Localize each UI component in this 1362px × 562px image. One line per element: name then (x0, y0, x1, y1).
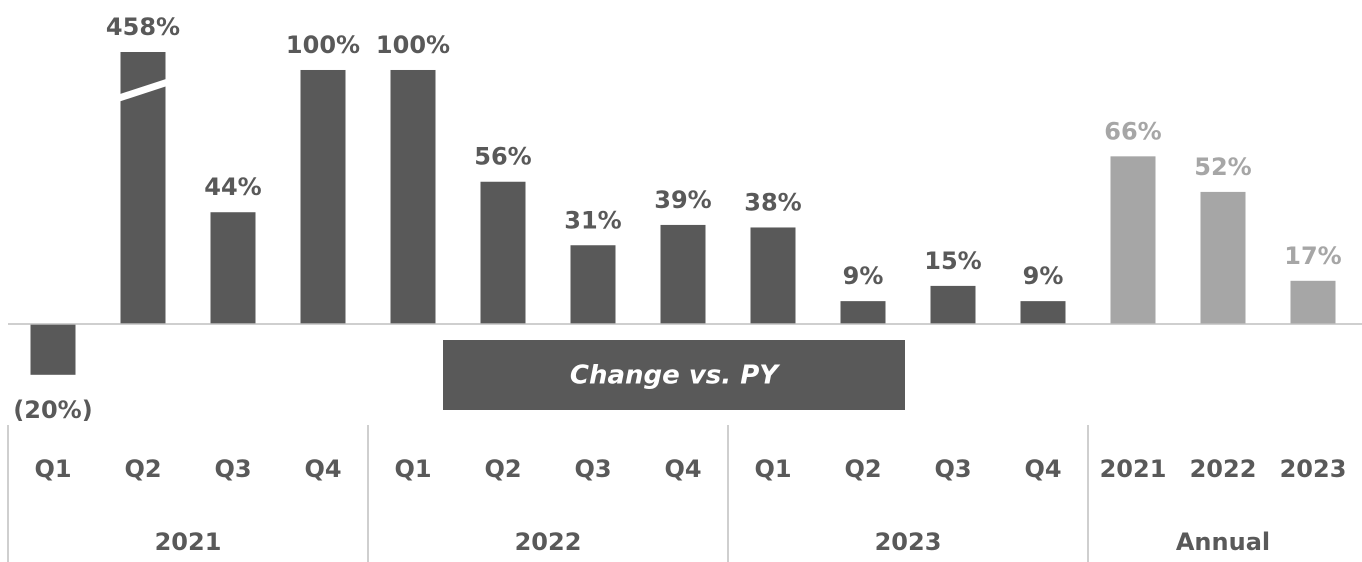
data-label: 56% (474, 143, 531, 171)
x-tick-label: Q4 (1024, 455, 1061, 483)
data-label: (20%) (13, 396, 92, 424)
data-label: 15% (924, 247, 981, 275)
x-tick-label: Q4 (664, 455, 701, 483)
data-label: 31% (564, 206, 621, 234)
bar (300, 69, 346, 324)
x-tick-label: Q3 (574, 455, 611, 483)
data-label: 17% (1284, 242, 1341, 270)
bar (390, 69, 436, 324)
bar (660, 224, 706, 324)
bar (840, 301, 886, 324)
x-tick-label: Q1 (754, 455, 791, 483)
data-label: 44% (204, 173, 261, 201)
bar (750, 227, 796, 324)
x-tick-label: 2023 (1280, 455, 1347, 483)
data-label: 52% (1194, 153, 1251, 181)
data-label: 100% (376, 31, 450, 59)
x-tick-label: Q1 (34, 455, 71, 483)
bars (30, 52, 1336, 375)
x-tick-label: Q1 (394, 455, 431, 483)
group-label: 2022 (515, 528, 582, 556)
bar (120, 52, 166, 324)
group-label: 2023 (875, 528, 942, 556)
data-label: 66% (1104, 117, 1161, 145)
x-tick-label: 2021 (1100, 455, 1167, 483)
annotation-box (443, 340, 905, 410)
data-label: 458% (106, 13, 180, 41)
axis-break (117, 78, 169, 102)
bar (480, 181, 526, 324)
x-tick-label: Q4 (304, 455, 341, 483)
data-label: 39% (654, 186, 711, 214)
group-label: Annual (1176, 528, 1270, 556)
bar (1110, 156, 1156, 324)
data-label: 9% (1023, 262, 1064, 290)
data-label: 9% (843, 262, 884, 290)
bar (1200, 191, 1246, 324)
bar (930, 285, 976, 324)
data-label: 100% (286, 31, 360, 59)
data-label: 38% (744, 188, 801, 216)
annotation: Change vs. PY (570, 361, 781, 391)
x-tick-label: Q2 (124, 455, 161, 483)
x-tick-label: 2022 (1190, 455, 1257, 483)
bar (1290, 280, 1336, 324)
group-label: 2021 (155, 528, 222, 556)
x-tick-label: Q2 (484, 455, 521, 483)
x-tick-label: Q3 (214, 455, 251, 483)
bar (210, 212, 256, 324)
x-tick-label: Q2 (844, 455, 881, 483)
bar (1020, 301, 1066, 324)
bar (570, 245, 616, 324)
x-tick-label: Q3 (934, 455, 971, 483)
bar (30, 323, 76, 375)
